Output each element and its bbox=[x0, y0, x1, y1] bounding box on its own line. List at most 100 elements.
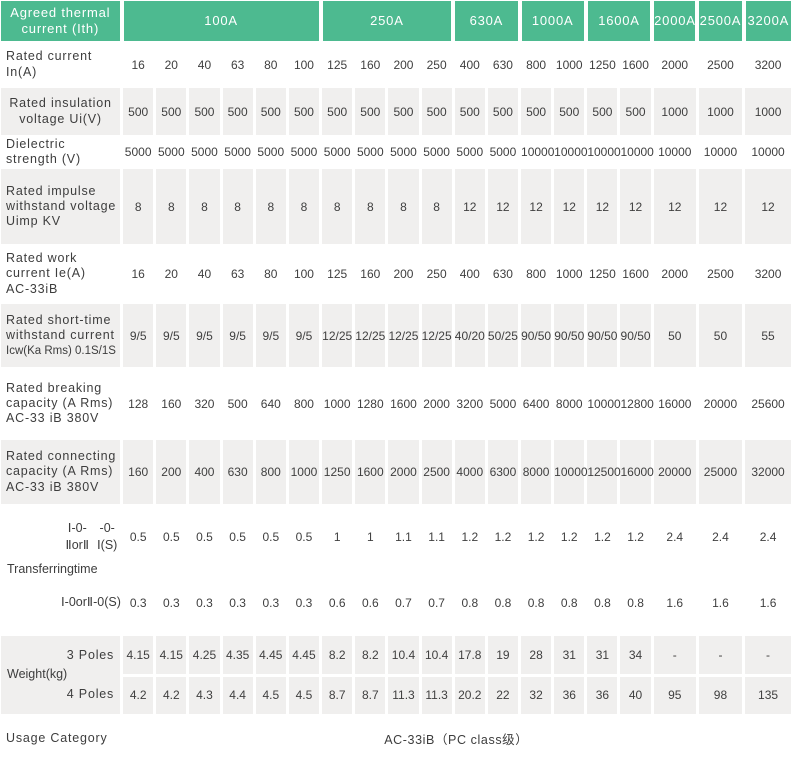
value-cell: 90/50 bbox=[518, 304, 553, 367]
value-cell: 1.6 bbox=[742, 569, 791, 636]
value-cell: 10000 bbox=[742, 135, 791, 169]
value-cell: 32 bbox=[518, 673, 553, 714]
value-cell: 1.2 bbox=[617, 504, 653, 569]
value-cell: 630 bbox=[484, 244, 520, 304]
value-cell: 80 bbox=[252, 244, 288, 304]
value-cell: 63 bbox=[219, 244, 255, 304]
column-group-header: 630A bbox=[451, 1, 520, 41]
value-cell: 8 bbox=[252, 169, 288, 244]
header-row: Agreed thermal current (Ith) 100A 250A 63… bbox=[1, 1, 791, 41]
value-cell: 12 bbox=[484, 169, 520, 244]
value-cell: 250 bbox=[418, 41, 454, 88]
value-cell: 11.3 bbox=[385, 673, 421, 714]
value-cell: 8 bbox=[219, 169, 255, 244]
value-cell: 8 bbox=[120, 169, 155, 244]
value-cell: 19 bbox=[484, 636, 520, 675]
value-cell: 9/5 bbox=[252, 304, 288, 367]
row-label: Rated connecting capacity (A Rms) AC-33 iB… bbox=[1, 440, 122, 504]
value-cell: 12 bbox=[451, 169, 487, 244]
sub-row-label: Ⅰ-0-ⅡorⅡ -0-Ⅰ(S) bbox=[65, 521, 118, 552]
value-cell: 5000 bbox=[451, 135, 487, 169]
column-group-header: 3200A bbox=[741, 1, 791, 41]
value-cell: 200 bbox=[153, 440, 188, 504]
sub-row-label: 3 Poles bbox=[66, 648, 115, 663]
value-cell: 0.8 bbox=[584, 569, 619, 636]
value-cell: 8 bbox=[385, 169, 421, 244]
value-cell: 3200 bbox=[742, 244, 791, 304]
value-cell: 0.5 bbox=[186, 504, 222, 569]
value-cell: 500 bbox=[120, 88, 155, 135]
value-cell: 17.8 bbox=[451, 636, 487, 675]
row-usage-category: Usage Category AC-33iB（PC class级） bbox=[1, 714, 791, 763]
value-cell: 0.7 bbox=[418, 569, 454, 636]
value-cell: 500 bbox=[451, 88, 487, 135]
value-cell: 2000 bbox=[650, 41, 698, 88]
value-cell: 0.8 bbox=[617, 569, 653, 636]
value-cell: 1600 bbox=[617, 244, 653, 304]
value-cell: 6300 bbox=[484, 440, 520, 504]
value-cell: 2.4 bbox=[742, 504, 791, 569]
column-group-header: 1000A bbox=[517, 1, 586, 41]
value-cell: 160 bbox=[153, 367, 188, 440]
value-cell: 20 bbox=[153, 41, 188, 88]
value-cell: 128 bbox=[120, 367, 155, 440]
value-cell: 400 bbox=[451, 244, 487, 304]
value-cell: 1.1 bbox=[385, 504, 421, 569]
value-cell: 4.45 bbox=[252, 636, 288, 675]
value-cell: 0.3 bbox=[252, 569, 288, 636]
value-cell: 2000 bbox=[418, 367, 454, 440]
row-weight-3-poles: Weight (kg) 3 Poles 4 Poles 4.15 4.15 4.25 4… bbox=[1, 636, 791, 714]
value-cell: 50 bbox=[695, 304, 744, 367]
value-cell: 9/5 bbox=[186, 304, 222, 367]
value-cell: 500 bbox=[617, 88, 653, 135]
row-work-current: Rated work current Ie(A) AC-33iB 16 20 40 63 8… bbox=[1, 244, 791, 304]
value-cell: 500 bbox=[219, 367, 255, 440]
value-cell: 12 bbox=[551, 169, 586, 244]
value-cell: 10.4 bbox=[385, 636, 421, 675]
value-cell: 12/25 bbox=[352, 304, 387, 367]
value-cell: 2000 bbox=[385, 440, 421, 504]
value-cell: 16000 bbox=[650, 367, 698, 440]
row-transferring-time-2: 0.3 0.3 0.3 0.3 0.3 0.3 0.6 0.6 0.7 0.7 0.8 0.8 0.8 0… bbox=[1, 569, 791, 636]
corner-header-cell: Agreed thermal current (Ith) bbox=[1, 1, 122, 41]
value-cell: 2500 bbox=[695, 41, 744, 88]
value-cell: 0.3 bbox=[153, 569, 188, 636]
value-cell: 500 bbox=[319, 88, 354, 135]
column-group-header: 250A bbox=[318, 1, 454, 41]
row-label: Rated impulse withstand voltage Uimp KV bbox=[1, 169, 122, 244]
row-breaking-capacity: Rated breaking capacity (A Rms) AC-33 iB 3… bbox=[1, 367, 791, 440]
value-cell: 28 bbox=[518, 636, 553, 675]
row-short-time-current: Rated short-time withstand current Icw(Ka … bbox=[1, 304, 791, 367]
value-cell: 4.2 bbox=[153, 673, 188, 714]
value-cell: 2500 bbox=[695, 244, 744, 304]
value-cell: 0.5 bbox=[153, 504, 188, 569]
value-cell: 1.2 bbox=[551, 504, 586, 569]
value-cell: 400 bbox=[451, 41, 487, 88]
value-cell: 1000 bbox=[551, 41, 586, 88]
value-cell: 4000 bbox=[451, 440, 487, 504]
value-cell: 8 bbox=[186, 169, 222, 244]
value-cell: 800 bbox=[252, 440, 288, 504]
value-cell: 0.7 bbox=[385, 569, 421, 636]
value-cell: 12 bbox=[742, 169, 791, 244]
value-cell: 0.5 bbox=[252, 504, 288, 569]
value-cell: 0.6 bbox=[352, 569, 387, 636]
value-cell: 16 bbox=[120, 244, 155, 304]
value-cell: 500 bbox=[484, 88, 520, 135]
value-cell: 1250 bbox=[584, 244, 619, 304]
value-cell: 800 bbox=[285, 367, 321, 440]
sub-row-label: Ⅰ-0orⅡ -0(S) bbox=[61, 595, 121, 610]
value-cell: 20000 bbox=[650, 440, 698, 504]
value-cell: 10000 bbox=[584, 135, 621, 169]
value-cell: 90/50 bbox=[551, 304, 586, 367]
value-cell: 800 bbox=[518, 244, 553, 304]
value-cell: 5000 bbox=[352, 135, 387, 169]
value-cell: 8 bbox=[153, 169, 188, 244]
column-group-header: 100A bbox=[119, 1, 321, 41]
row-label: Rated breaking capacity (A Rms) AC-33 iB 3… bbox=[6, 380, 114, 426]
value-cell: 8.2 bbox=[352, 636, 387, 675]
value-cell: 4.4 bbox=[219, 673, 255, 714]
value-cell: 12800 bbox=[617, 367, 654, 440]
value-cell: 12 bbox=[695, 169, 744, 244]
